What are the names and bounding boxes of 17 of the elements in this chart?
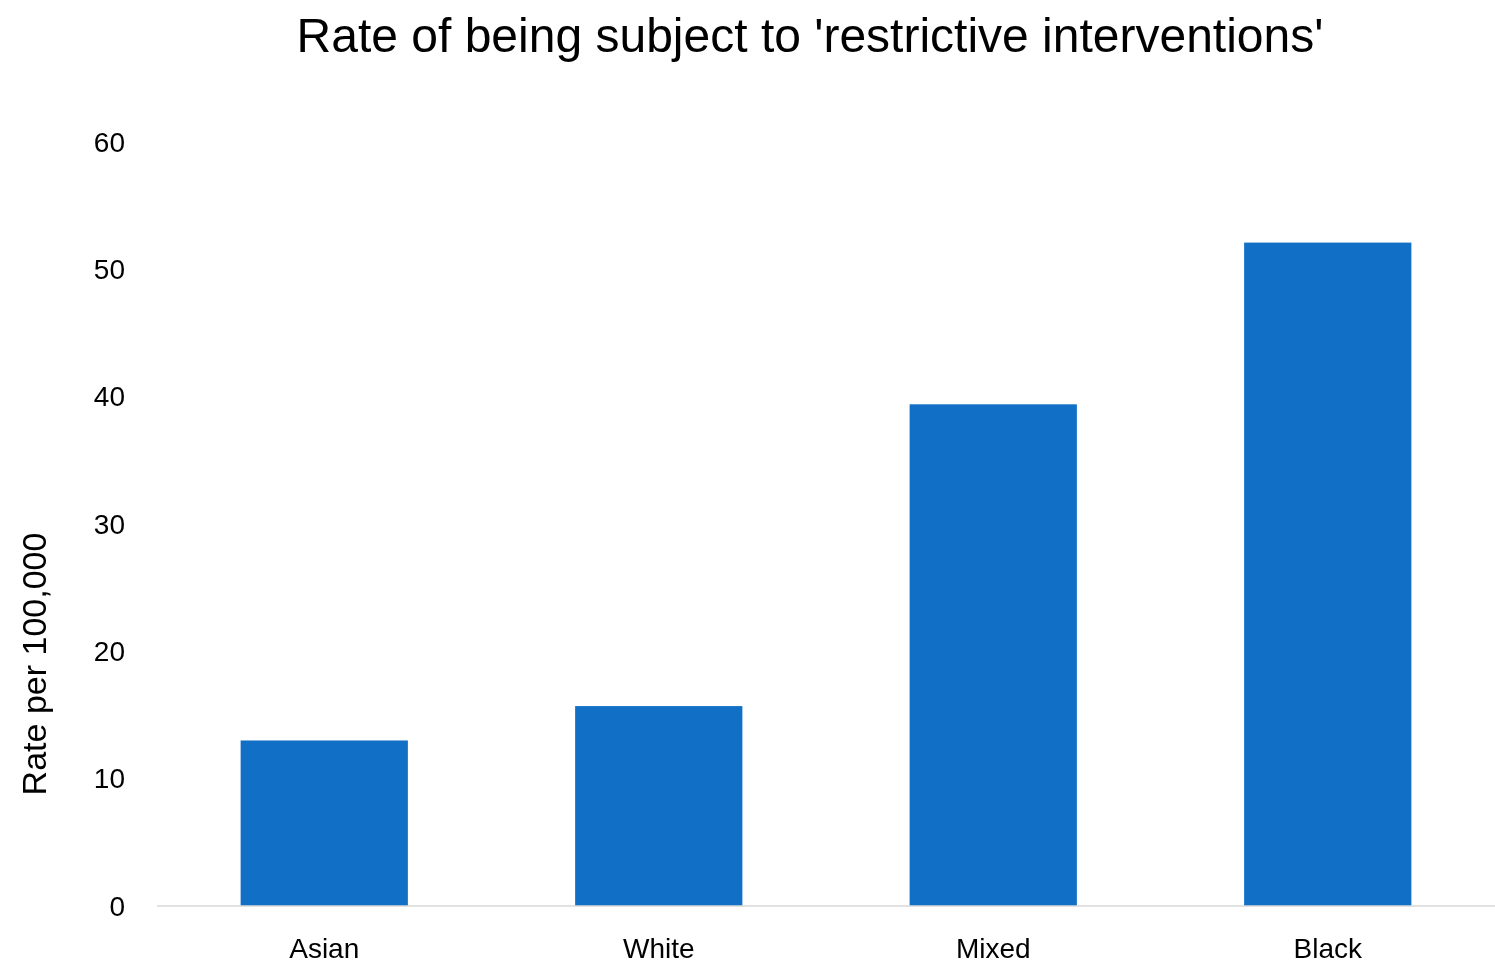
- chart-title: Rate of being subject to 'restrictive interventions': [296, 9, 1324, 62]
- bar: [575, 706, 743, 906]
- bar: [240, 740, 408, 906]
- bar: [1244, 242, 1412, 906]
- x-tick-label: Asian: [289, 933, 360, 964]
- y-axis-title: Rate per 100,000: [15, 532, 53, 796]
- x-tick-label: Mixed: [955, 933, 1031, 964]
- y-tick-label: 40: [93, 381, 125, 413]
- x-tick-label: Black: [1293, 933, 1363, 964]
- y-tick-label: 20: [93, 636, 125, 668]
- x-tick-label: White: [622, 933, 695, 964]
- y-tick-label: 60: [93, 126, 125, 158]
- y-tick-label: 30: [93, 508, 125, 540]
- y-tick-label: 10: [93, 763, 125, 795]
- y-tick-label: 0: [109, 890, 125, 922]
- y-tick-label: 50: [93, 254, 125, 286]
- bar: [909, 404, 1077, 906]
